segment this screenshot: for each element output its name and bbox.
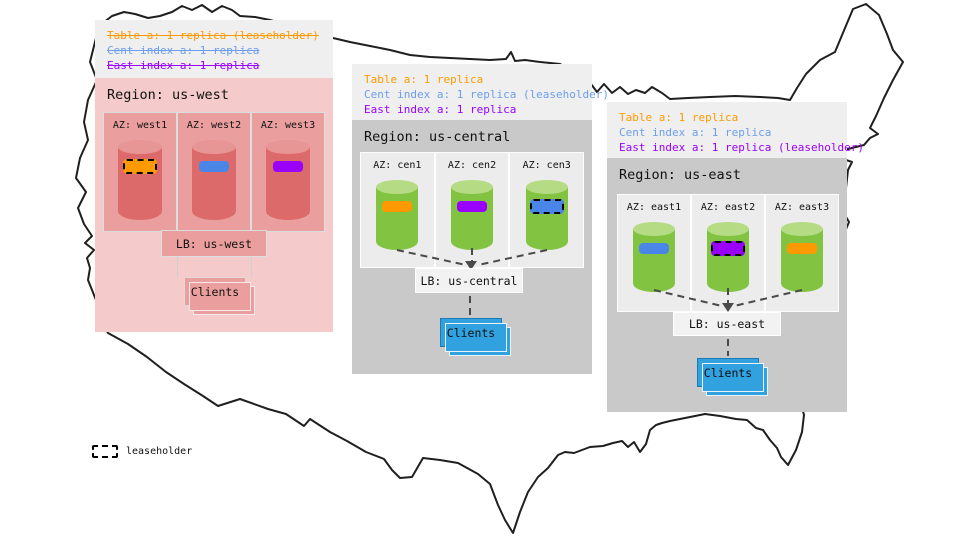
note-east-index-a: East index a: 1 replica (364, 103, 517, 116)
az-east3: AZ: east3 (766, 195, 838, 311)
clients-box-us-west: Clients (184, 277, 255, 315)
replica-chip-east-index-a-leaseholder (711, 241, 745, 256)
note-east-index-a: East index a: 1 replica (107, 59, 260, 72)
az-label: AZ: cen3 (522, 160, 571, 171)
database-cylinder-icon (525, 180, 568, 250)
leaseholder-swatch-icon (92, 445, 118, 458)
az-label: AZ: east3 (774, 202, 830, 213)
replica-chip-cent-index-a (199, 161, 229, 172)
replica-legend-us-west: Table a: 1 replica (leaseholder) Cent in… (95, 20, 333, 78)
replica-chip-table-a (382, 201, 413, 212)
az-west1: AZ: west1 (104, 113, 176, 231)
az-label: AZ: cen1 (373, 160, 422, 171)
database-cylinder-icon (118, 140, 162, 220)
az-label: AZ: west3 (260, 120, 316, 131)
az-label: AZ: west2 (186, 120, 242, 131)
note-table-a: Table a: 1 replica (619, 111, 739, 124)
database-cylinder-icon (266, 140, 310, 220)
az-cen1: AZ: cen1 (361, 153, 434, 267)
replica-chip-table-a-leaseholder (123, 159, 157, 174)
note-table-a: Table a: 1 replica (364, 73, 484, 86)
database-cylinder-icon (707, 222, 749, 292)
clients-box-us-central: Clients (440, 318, 511, 356)
leaseholder-key: leaseholder (92, 445, 192, 458)
note-east-index-a: East index a: 1 replica (leaseholder) (619, 141, 865, 154)
az-label: AZ: east1 (626, 202, 682, 213)
region-body-us-west: Region: us-west AZ: west1 AZ: west2 (95, 78, 333, 332)
database-cylinder-icon (451, 180, 493, 250)
database-cylinder-icon (376, 180, 419, 250)
replica-legend-us-east: Table a: 1 replica Cent index a: 1 repli… (607, 102, 865, 158)
note-cent-index-a: Cent index a: 1 replica (619, 126, 772, 139)
az-east2: AZ: east2 (692, 195, 764, 311)
az-label: AZ: east2 (700, 202, 756, 213)
note-table-a: Table a: 1 replica (leaseholder) (107, 29, 319, 42)
database-cylinder-icon (781, 222, 823, 292)
region-body-us-central: Region: us-central AZ: cen1 AZ: cen2 (352, 120, 592, 374)
region-title: Region: us-east (619, 167, 741, 183)
az-cen3: AZ: cen3 (510, 153, 584, 267)
note-cent-index-a: Cent index a: 1 replica (leaseholder) (364, 88, 610, 101)
replica-chip-east-index-a (273, 161, 303, 172)
load-balancer-us-central: LB: us-central (415, 268, 523, 293)
region-body-us-east: Region: us-east AZ: east1 AZ: east2 (607, 158, 847, 412)
replica-chip-cent-index-a-leaseholder (529, 199, 564, 214)
az-west3: AZ: west3 (252, 113, 324, 231)
replica-chip-cent-index-a (639, 243, 669, 254)
replica-chip-east-index-a (457, 201, 487, 212)
az-cen2: AZ: cen2 (435, 153, 509, 267)
az-label: AZ: cen2 (447, 160, 497, 171)
clients-box-us-east: Clients (697, 358, 768, 396)
load-balancer-us-east: LB: us-east (673, 312, 781, 336)
az-container-us-east: AZ: east1 AZ: east2 AZ (617, 194, 839, 312)
az-east1: AZ: east1 (618, 195, 690, 311)
region-title: Region: us-central (364, 129, 511, 145)
replica-legend-us-central: Table a: 1 replica Cent index a: 1 repli… (352, 64, 610, 120)
az-west2: AZ: west2 (178, 113, 250, 231)
az-label: AZ: west1 (112, 120, 168, 131)
az-container-us-central: AZ: cen1 AZ: cen2 AZ: (360, 152, 584, 268)
note-cent-index-a: Cent index a: 1 replica (107, 44, 260, 57)
replica-chip-table-a (787, 243, 817, 254)
region-title: Region: us-west (107, 87, 229, 103)
leaseholder-key-label: leaseholder (126, 446, 193, 457)
database-cylinder-icon (633, 222, 675, 292)
az-container-us-west: AZ: west1 AZ: west2 AZ (103, 112, 325, 232)
database-cylinder-icon (192, 140, 236, 220)
load-balancer-us-west: LB: us-west (161, 230, 267, 257)
